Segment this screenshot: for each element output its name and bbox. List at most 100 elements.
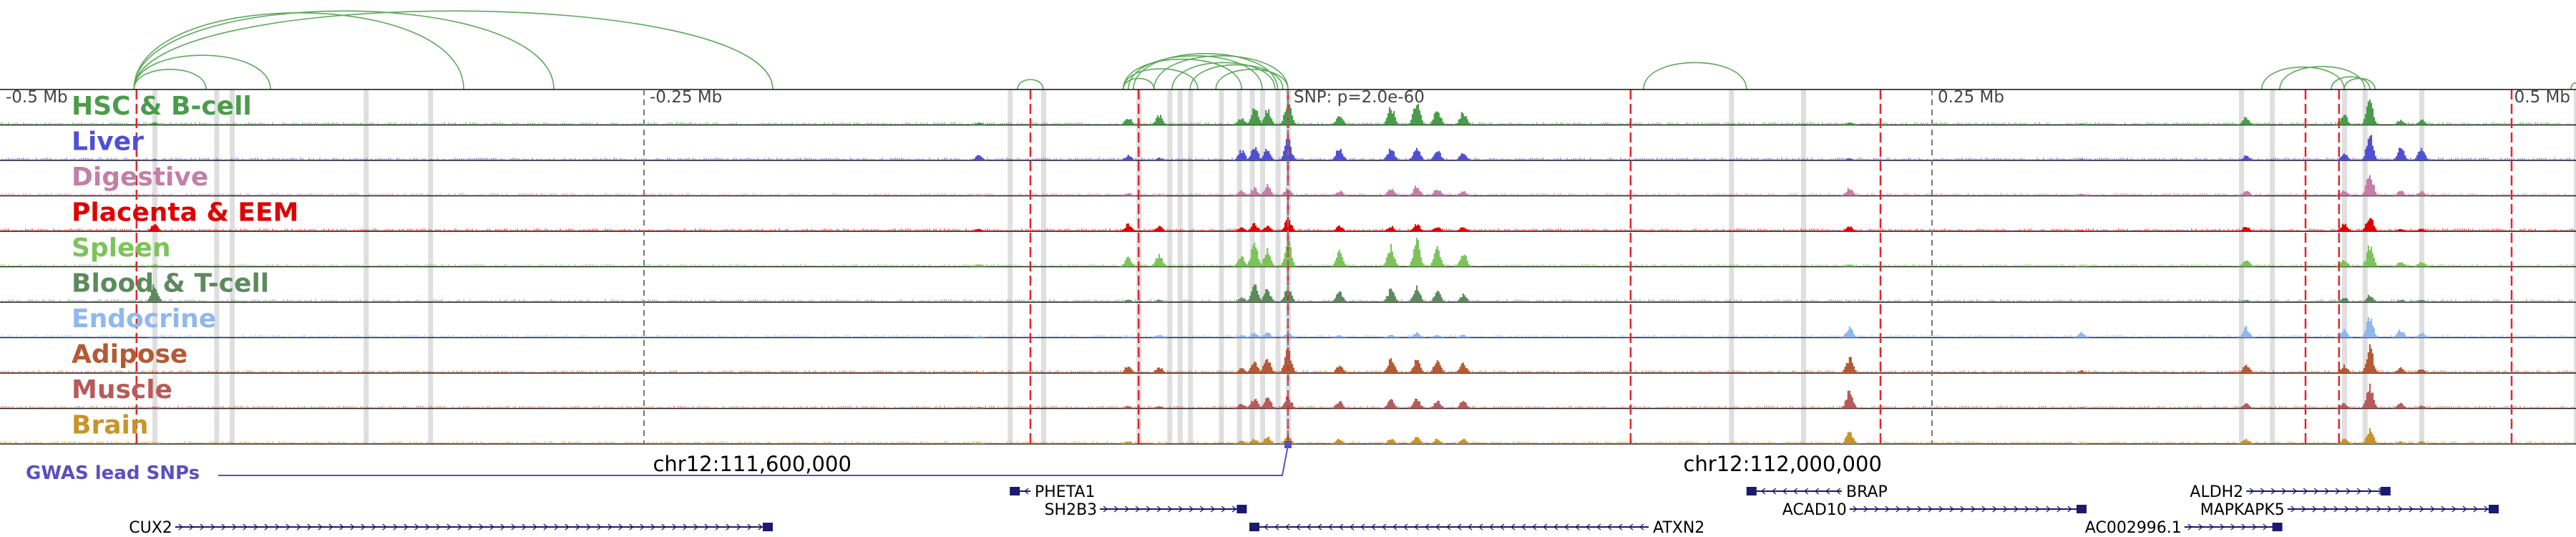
track-label: Blood & T-cell xyxy=(72,269,269,299)
track-label: Brain xyxy=(72,411,148,440)
peak-bar xyxy=(1407,332,1427,338)
peak-bar xyxy=(1258,149,1277,160)
peak-bar xyxy=(1330,400,1350,409)
peak-bar xyxy=(1381,358,1401,373)
offset-tick-label: -0.5 Mb xyxy=(6,88,68,107)
peak-bar xyxy=(1840,357,1859,373)
peak-bar xyxy=(1278,396,1298,409)
peak-bar xyxy=(1840,158,1859,160)
peak-bar xyxy=(1149,253,1169,267)
track-background-signal xyxy=(0,228,2575,231)
peak-bar xyxy=(2360,383,2380,409)
peak-bar xyxy=(145,263,165,267)
loop-arc xyxy=(1133,53,1279,90)
peak-bar xyxy=(1149,335,1169,338)
peak-bar xyxy=(1258,397,1277,409)
peak-bar xyxy=(1149,226,1169,231)
peak-bar xyxy=(2391,367,2411,373)
peak-bar xyxy=(1330,334,1350,338)
track-label: Digestive xyxy=(72,163,208,192)
gwas-link-line xyxy=(218,445,1289,476)
loop-arc xyxy=(1122,68,1199,90)
peak-bar xyxy=(2237,227,2256,231)
peak-bar xyxy=(1453,400,1473,409)
peak-bar xyxy=(2391,299,2411,302)
peak-bar xyxy=(1258,436,1277,444)
peak-bar xyxy=(1330,225,1350,231)
peak-bar xyxy=(1149,299,1169,302)
peak-bar xyxy=(1258,332,1277,338)
gwas-snp-marker xyxy=(1284,441,1292,448)
gene-label: PHETA1 xyxy=(1035,483,1096,501)
peak-bar xyxy=(1840,300,1859,302)
gene-strand-chevrons xyxy=(178,523,763,531)
peak-bar xyxy=(2072,123,2091,125)
peak-bar xyxy=(2360,135,2380,160)
peak-bar xyxy=(969,155,989,160)
loop-arc xyxy=(1122,59,1242,90)
peak-bar xyxy=(2391,402,2411,409)
offset-tick-label: 0.25 Mb xyxy=(1938,88,2004,107)
peak-bar xyxy=(2072,370,2091,373)
peak-bar xyxy=(1232,404,1252,409)
peak-bar xyxy=(2411,369,2431,373)
peak-bar xyxy=(1149,157,1169,160)
peak-bar xyxy=(2391,147,2411,160)
peak-bar xyxy=(1278,238,1298,267)
gene-label: ACAD10 xyxy=(1782,501,1847,519)
peak-bar xyxy=(1407,285,1427,302)
loop-arc xyxy=(1017,79,1044,90)
gene-exon xyxy=(2380,487,2391,495)
peak-bar xyxy=(1149,442,1169,444)
loop-arc xyxy=(1189,64,1284,90)
peak-bar xyxy=(1258,226,1277,231)
gene-label: ALDH2 xyxy=(2190,483,2243,501)
peak-bar xyxy=(2334,223,2354,231)
loop-arc xyxy=(1128,55,1263,90)
peak-bar xyxy=(2072,193,2091,196)
peak-bar xyxy=(1149,115,1169,125)
peak-bar xyxy=(969,264,989,267)
peak-bar xyxy=(1118,154,1138,160)
gwas-track: GWAS lead SNPs xyxy=(26,441,1292,484)
peak-bar xyxy=(969,372,989,373)
peak-bar xyxy=(1258,109,1277,125)
peak-bar xyxy=(2237,326,2256,338)
peak-bar xyxy=(1330,249,1350,267)
snp-annotation: SNP: p=2.0e-60 xyxy=(1294,88,1425,107)
loop-arc xyxy=(1153,55,1289,90)
track-labels: HSC & B-cell Liver Digestive Placenta & EEM… xyxy=(72,92,298,440)
peak-bar xyxy=(2072,159,2091,160)
peak-bar xyxy=(2237,190,2256,196)
peak-bar xyxy=(2391,329,2411,338)
peak-bar xyxy=(1428,291,1447,302)
gene-exon xyxy=(763,523,773,531)
peak-bar xyxy=(2360,344,2380,373)
peak-bar xyxy=(2360,427,2380,444)
peak-bar xyxy=(1258,289,1277,302)
peak-bar xyxy=(1149,367,1169,373)
peak-bar xyxy=(2072,407,2091,409)
gene-label: ATXN2 xyxy=(1653,519,1704,537)
peak-bar xyxy=(145,224,165,231)
peak-bar xyxy=(1278,286,1298,302)
peak-bar xyxy=(145,284,165,302)
gene-exon xyxy=(1236,505,1247,513)
peak-bar xyxy=(1428,400,1447,409)
peak-bar xyxy=(2237,260,2256,267)
loop-arc xyxy=(133,54,271,90)
loop-arc xyxy=(2343,77,2376,90)
genomic-coordinate-label: chr12:112,000,000 xyxy=(1683,452,1881,476)
loop-arc xyxy=(2261,67,2345,90)
chromatin-loop-arcs xyxy=(133,10,2576,90)
peak-bar xyxy=(2360,245,2380,267)
peak-bar xyxy=(145,442,165,444)
peak-bar xyxy=(2237,403,2256,409)
peak-bar xyxy=(2072,332,2091,338)
peak-bar xyxy=(2360,175,2380,196)
gene-exon xyxy=(1746,487,1757,495)
gwas-label: GWAS lead SNPs xyxy=(26,463,200,484)
offset-axis: -0.5 Mb -0.25 Mb 0.25 Mb 0.5 Mb SNP: p=2.0e-… xyxy=(0,88,2576,444)
peak-bar xyxy=(1278,332,1298,338)
